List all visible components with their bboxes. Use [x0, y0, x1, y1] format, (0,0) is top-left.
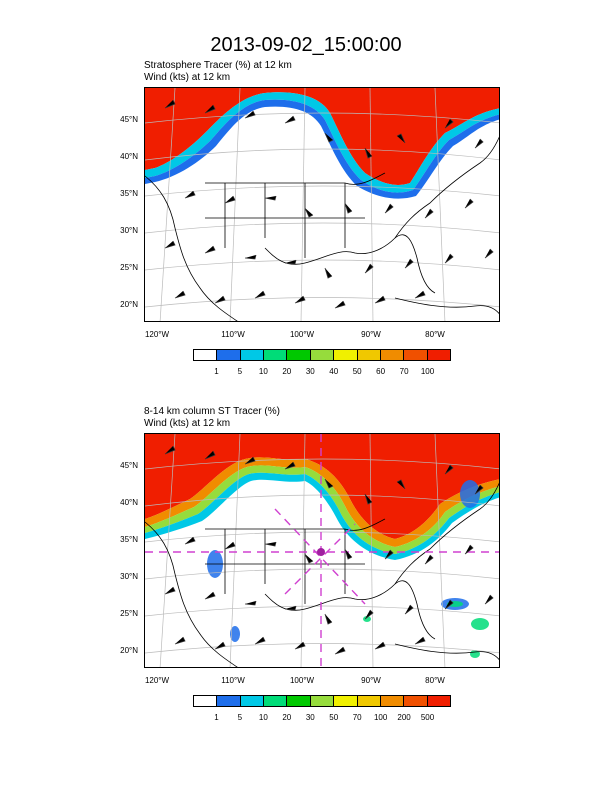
column-st-tracer-field	[145, 434, 499, 539]
colorbar-label: 60	[376, 367, 386, 376]
colorbar-swatch	[240, 696, 265, 706]
panel2-lon-label: 100°W	[289, 676, 315, 685]
colorbar-swatch	[334, 696, 358, 706]
panel1-lat-label: 45°N	[120, 115, 138, 124]
colorbar-swatch	[194, 350, 218, 360]
colorbar-swatch	[334, 350, 358, 360]
panel1-lon-label: 120°W	[144, 330, 170, 339]
colorbar-label: 10	[258, 367, 268, 376]
figure-title: 2013-09-02_15:00:00	[210, 34, 402, 56]
panel2-map-svg	[145, 434, 499, 667]
colorbar-swatch	[357, 350, 381, 360]
panel1-lon-label: 90°W	[361, 330, 381, 339]
colorbar-label: 10	[258, 713, 268, 722]
stratosphere-tracer-field	[145, 88, 499, 185]
colorbar-swatch	[380, 350, 405, 360]
colorbar-label: 20	[282, 713, 292, 722]
colorbar-label: 30	[305, 367, 315, 376]
colorbar-swatch	[310, 350, 335, 360]
panel1-lat-label: 30°N	[120, 226, 138, 235]
colorbar-label: 20	[282, 367, 292, 376]
colorbar-label: 40	[329, 367, 339, 376]
colorbar-swatch	[357, 696, 381, 706]
panel1-lat-label: 25°N	[120, 263, 138, 272]
colorbar-label: 50	[352, 367, 362, 376]
colorbar-label: 1	[214, 367, 219, 376]
colorbar-swatch	[287, 350, 311, 360]
panel2-lat-label: 30°N	[120, 572, 138, 581]
panel2-lon-label: 90°W	[361, 676, 381, 685]
panel2-lat-label: 40°N	[120, 498, 138, 507]
panel1-colorbar	[193, 349, 451, 361]
colorbar-label: 30	[305, 713, 315, 722]
panel2-map	[144, 433, 500, 668]
colorbar-label: 50	[329, 713, 339, 722]
colorbar-label: 200	[397, 713, 411, 722]
panel2-subtitle-1: 8-14 km column ST Tracer (%)	[144, 406, 280, 417]
colorbar-swatch	[404, 350, 428, 360]
panel2-subtitle-2: Wind (kts) at 12 km	[144, 418, 231, 429]
panel1-lat-label: 35°N	[120, 189, 138, 198]
panel2-lon-label: 120°W	[144, 676, 170, 685]
colorbar-label: 100	[373, 713, 388, 722]
panel1-lon-label: 100°W	[289, 330, 315, 339]
panel2-lat-label: 35°N	[120, 535, 138, 544]
panel2-lat-label: 25°N	[120, 609, 138, 618]
colorbar-swatch	[264, 696, 288, 706]
panel1-map	[144, 87, 500, 322]
colorbar-swatch	[264, 350, 288, 360]
colorbar-label: 500	[420, 713, 435, 722]
panel2-lon-label: 110°W	[221, 676, 245, 685]
colorbar-swatch	[217, 696, 241, 706]
panel1-subtitle-2: Wind (kts) at 12 km	[144, 72, 231, 83]
location-marker	[317, 548, 325, 556]
colorbar-swatch	[404, 696, 428, 706]
colorbar-swatch	[240, 350, 265, 360]
colorbar-label: 1	[214, 713, 219, 722]
panel2-lat-label: 20°N	[120, 646, 138, 655]
panel2-colorbar	[193, 695, 451, 707]
panel1-lat-label: 40°N	[120, 152, 138, 161]
colorbar-swatch	[380, 696, 405, 706]
colorbar-swatch	[427, 350, 450, 360]
panel1-lon-label: 80°W	[425, 330, 445, 339]
colorbar-label: 70	[352, 713, 362, 722]
panel1-map-svg	[145, 88, 499, 321]
panel1-subtitle-1: Stratosphere Tracer (%) at 12 km	[144, 60, 292, 71]
colorbar-swatch	[287, 696, 311, 706]
colorbar-swatch	[310, 696, 335, 706]
panel2-lat-label: 45°N	[120, 461, 138, 470]
panel2-lon-label: 80°W	[425, 676, 445, 685]
colorbar-label: 5	[237, 367, 243, 376]
panel1-lon-label: 110°W	[221, 330, 245, 339]
colorbar-swatch	[194, 696, 218, 706]
colorbar-swatch	[427, 696, 450, 706]
colorbar-label: 5	[237, 713, 243, 722]
colorbar-label: 70	[399, 367, 409, 376]
colorbar-label: 100	[420, 367, 435, 376]
colorbar-swatch	[217, 350, 241, 360]
panel1-lat-label: 20°N	[120, 300, 138, 309]
